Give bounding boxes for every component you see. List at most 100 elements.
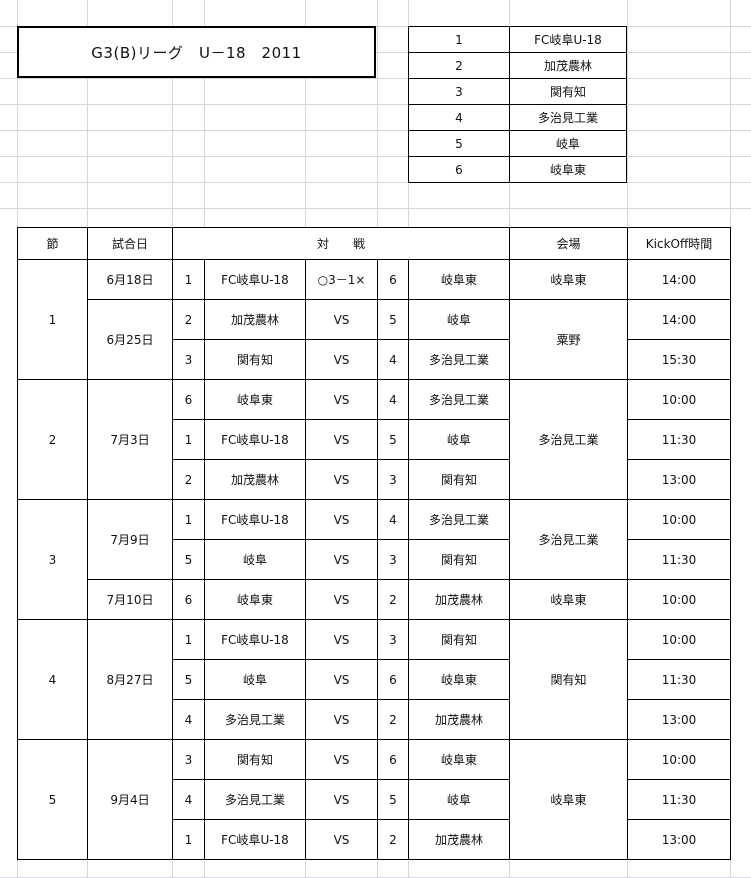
- home-team-name: 岐阜: [204, 539, 306, 580]
- round-number: 1: [17, 259, 88, 380]
- away-team-number: 5: [377, 299, 409, 340]
- home-team-name: FC岐阜U-18: [204, 499, 306, 540]
- away-team-number: 3: [377, 539, 409, 580]
- venue: 多治見工業: [509, 379, 628, 500]
- team-row: 3 関有知: [408, 78, 627, 105]
- home-team-number: 1: [172, 259, 205, 300]
- away-team-name: 多治見工業: [408, 379, 510, 420]
- away-team-number: 6: [377, 739, 409, 780]
- kickoff-time: 14:00: [627, 299, 731, 340]
- match-row: 4 8月27日 1 FC岐阜U-18 VS 3 関有知 関有知 10:00: [17, 619, 731, 740]
- kickoff-time: 10:00: [627, 619, 731, 660]
- match-row: 2 加茂農林 VS 3 関有知 13:00: [18, 459, 731, 500]
- venue: 岐阜東: [509, 739, 628, 860]
- team-row: 4 多治見工業: [408, 104, 627, 131]
- match-row: 5 9月4日 3 関有知 VS 6 岐阜東 岐阜東 10:00: [17, 739, 731, 860]
- page-title: G3(B)リーグ U－18 2011: [17, 26, 376, 78]
- match-result: VS: [305, 779, 378, 820]
- away-team-name: 加茂農林: [408, 699, 510, 740]
- match-row: 2 7月3日 6 岐阜東 VS 4 多治見工業 多治見工業 10:00: [17, 379, 731, 500]
- home-team-name: FC岐阜U-18: [204, 819, 306, 860]
- away-team-name: 岐阜: [408, 779, 510, 820]
- home-team-name: FC岐阜U-18: [204, 419, 306, 460]
- kickoff-time: 13:00: [627, 699, 731, 740]
- venue: 粟野: [509, 299, 628, 380]
- match-result: VS: [305, 819, 378, 860]
- away-team-number: 6: [377, 259, 409, 300]
- home-team-number: 5: [172, 539, 205, 580]
- match-row: 4 多治見工業 VS 5 岐阜 11:30: [18, 779, 731, 820]
- home-team-number: 5: [172, 659, 205, 700]
- kickoff-time: 11:30: [627, 659, 731, 700]
- match-row: 1 FC岐阜U-18 VS 5 岐阜 11:30: [18, 419, 731, 460]
- kickoff-time: 13:00: [627, 459, 731, 500]
- match-result: VS: [305, 539, 378, 580]
- away-team-number: 4: [377, 339, 409, 380]
- home-team-number: 4: [172, 779, 205, 820]
- home-team-number: 2: [172, 299, 205, 340]
- away-team-number: 6: [377, 659, 409, 700]
- away-team-number: 4: [377, 499, 409, 540]
- home-team-number: 4: [172, 699, 205, 740]
- team-number: 4: [408, 104, 510, 131]
- home-team-name: FC岐阜U-18: [204, 619, 306, 660]
- away-team-name: 岐阜東: [408, 739, 510, 780]
- grid-row-line: [0, 78, 751, 79]
- away-team-name: 関有知: [408, 539, 510, 580]
- home-team-name: 多治見工業: [204, 699, 306, 740]
- match-row: 1 6月18日 1 FC岐阜U-18 ○3－1× 6 岐阜東 岐阜東 14:00: [17, 259, 731, 380]
- match-row: 7月10日 6 岐阜東 VS 2 加茂農林 岐阜東 10:00: [18, 579, 731, 620]
- match-result: VS: [305, 459, 378, 500]
- kickoff-time: 13:00: [627, 819, 731, 860]
- grid-row-line: [0, 182, 751, 183]
- match-result: VS: [305, 619, 378, 660]
- header-kickoff: KickOff時間: [627, 227, 731, 260]
- match-row: 5 岐阜 VS 6 岐阜東 11:30: [18, 659, 731, 700]
- away-team-number: 4: [377, 379, 409, 420]
- away-team-name: 多治見工業: [408, 339, 510, 380]
- home-team-name: 関有知: [204, 739, 306, 780]
- home-team-number: 1: [172, 419, 205, 460]
- match-date: 6月18日: [87, 259, 173, 300]
- away-team-name: 岐阜東: [408, 259, 510, 300]
- header-match: 対 戦: [172, 227, 510, 260]
- match-date: 7月3日: [87, 379, 173, 500]
- team-number: 6: [408, 156, 510, 183]
- home-team-name: 岐阜東: [204, 379, 306, 420]
- match-date: 7月10日: [87, 579, 173, 620]
- kickoff-time: 14:00: [627, 259, 731, 300]
- kickoff-time: 10:00: [627, 499, 731, 540]
- home-team-name: 加茂農林: [204, 459, 306, 500]
- round-number: 2: [17, 379, 88, 500]
- away-team-number: 5: [377, 419, 409, 460]
- match-row: 4 多治見工業 VS 2 加茂農林 13:00: [18, 699, 731, 740]
- home-team-name: 加茂農林: [204, 299, 306, 340]
- away-team-name: 多治見工業: [408, 499, 510, 540]
- home-team-name: FC岐阜U-18: [204, 259, 306, 300]
- round-number: 5: [17, 739, 88, 860]
- team-row: 5 岐阜: [408, 130, 627, 157]
- team-number: 1: [408, 26, 510, 53]
- team-row: 2 加茂農林: [408, 52, 627, 79]
- home-team-number: 3: [172, 339, 205, 380]
- round-number: 4: [17, 619, 88, 740]
- venue: 岐阜東: [509, 259, 628, 300]
- team-name: 多治見工業: [509, 104, 627, 131]
- venue: 関有知: [509, 619, 628, 740]
- away-team-number: 3: [377, 619, 409, 660]
- away-team-number: 2: [377, 819, 409, 860]
- header-date: 試合日: [87, 227, 173, 260]
- away-team-name: 関有知: [408, 459, 510, 500]
- home-team-number: 6: [172, 579, 205, 620]
- away-team-number: 2: [377, 699, 409, 740]
- grid-row-line: [0, 208, 751, 209]
- team-number: 3: [408, 78, 510, 105]
- match-date: 7月9日: [87, 499, 173, 580]
- match-result: VS: [305, 699, 378, 740]
- grid-row-line: [0, 130, 751, 131]
- away-team-number: 5: [377, 779, 409, 820]
- match-row: 3 7月9日 1 FC岐阜U-18 VS 4 多治見工業 多治見工業 10:00: [17, 499, 731, 620]
- away-team-number: 3: [377, 459, 409, 500]
- home-team-number: 6: [172, 379, 205, 420]
- team-name: 関有知: [509, 78, 627, 105]
